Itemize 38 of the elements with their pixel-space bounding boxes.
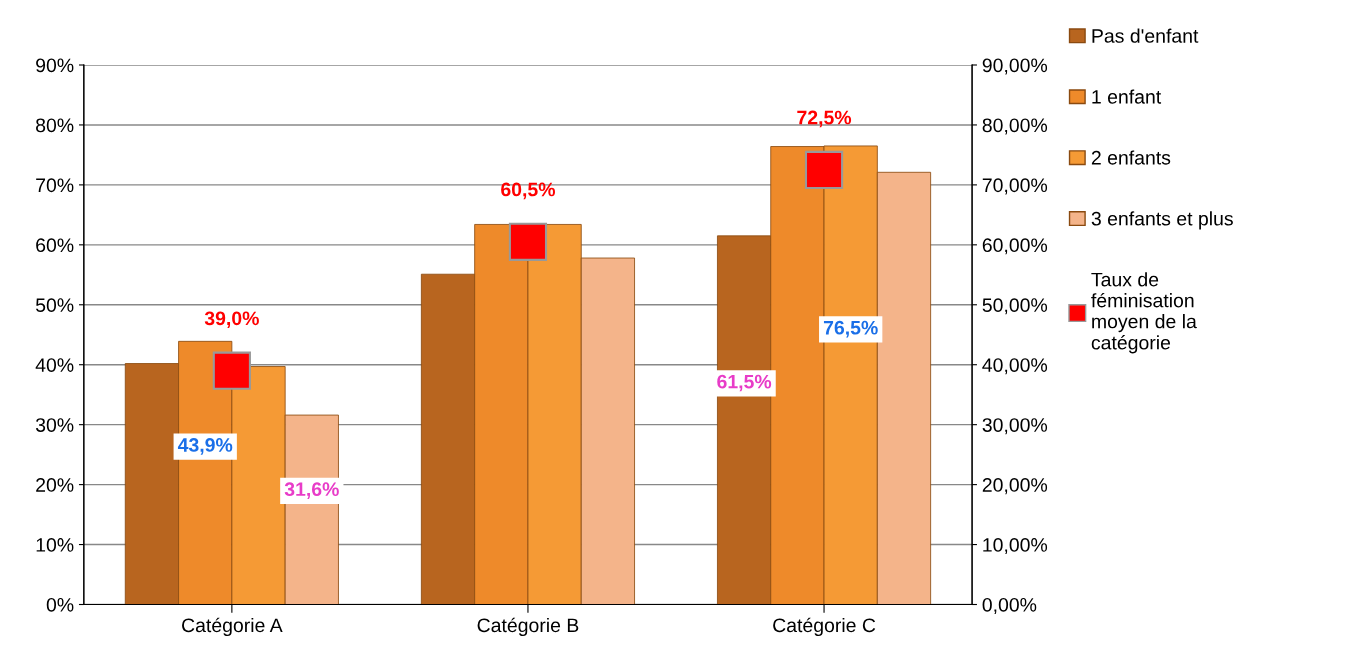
y-tick-label: 40% bbox=[35, 358, 74, 372]
x-tick-label: Catégorie B bbox=[477, 617, 579, 637]
point bbox=[212, 351, 251, 390]
y2-tick-label: 50,00% bbox=[982, 298, 1048, 315]
x-tick-label: Catégorie C bbox=[773, 617, 876, 637]
y-tick-label: 80% bbox=[36, 118, 74, 133]
y-tick-label: 70% bbox=[36, 178, 74, 193]
y2-tick-label: 90,00% bbox=[982, 58, 1048, 75]
y-tick-label: 20% bbox=[36, 478, 74, 492]
y2-tick-label: 60,00% bbox=[982, 238, 1048, 255]
legend-label: 2 enfants bbox=[1091, 150, 1171, 165]
y2-tick-label: 40,00% bbox=[982, 358, 1048, 375]
data-label: 39,0% bbox=[204, 311, 259, 329]
data-label: 43,9% bbox=[177, 438, 233, 455]
y-tick-label: 10% bbox=[36, 538, 74, 552]
legend-label: 3 enfants et plus bbox=[1091, 211, 1233, 230]
y2-tick-label: 30,00% bbox=[982, 418, 1048, 435]
legend-label: Taux de féminisation moyen de la catégorie bbox=[1091, 272, 1197, 354]
y2-tick-label: 10,00% bbox=[983, 538, 1048, 555]
y-tick-label: 30% bbox=[35, 418, 74, 432]
y2-tick-label: 0,00% bbox=[982, 597, 1037, 615]
y2-tick-label: 80,00% bbox=[982, 118, 1048, 135]
data-label: 72,5% bbox=[797, 110, 852, 128]
y2-tick-label: 20,00% bbox=[982, 478, 1048, 495]
data-label: 31,6% bbox=[284, 482, 339, 499]
point bbox=[508, 222, 548, 261]
point bbox=[804, 150, 844, 189]
x-tick-label: Catégorie A bbox=[182, 617, 283, 637]
data-label: 60,5% bbox=[501, 182, 556, 200]
data-label: 76,5% bbox=[823, 320, 878, 338]
y-tick-label: 50% bbox=[35, 298, 74, 313]
legend-label: Pas d'enfant bbox=[1092, 28, 1199, 43]
y-tick-label: 0% bbox=[46, 597, 74, 612]
legend-label: 1 enfant bbox=[1092, 89, 1162, 104]
data-label: 61,5% bbox=[717, 374, 772, 392]
y-tick-label: 90% bbox=[36, 58, 74, 73]
y2-tick-label: 70,00% bbox=[982, 178, 1048, 195]
y-tick-label: 60% bbox=[36, 238, 74, 253]
